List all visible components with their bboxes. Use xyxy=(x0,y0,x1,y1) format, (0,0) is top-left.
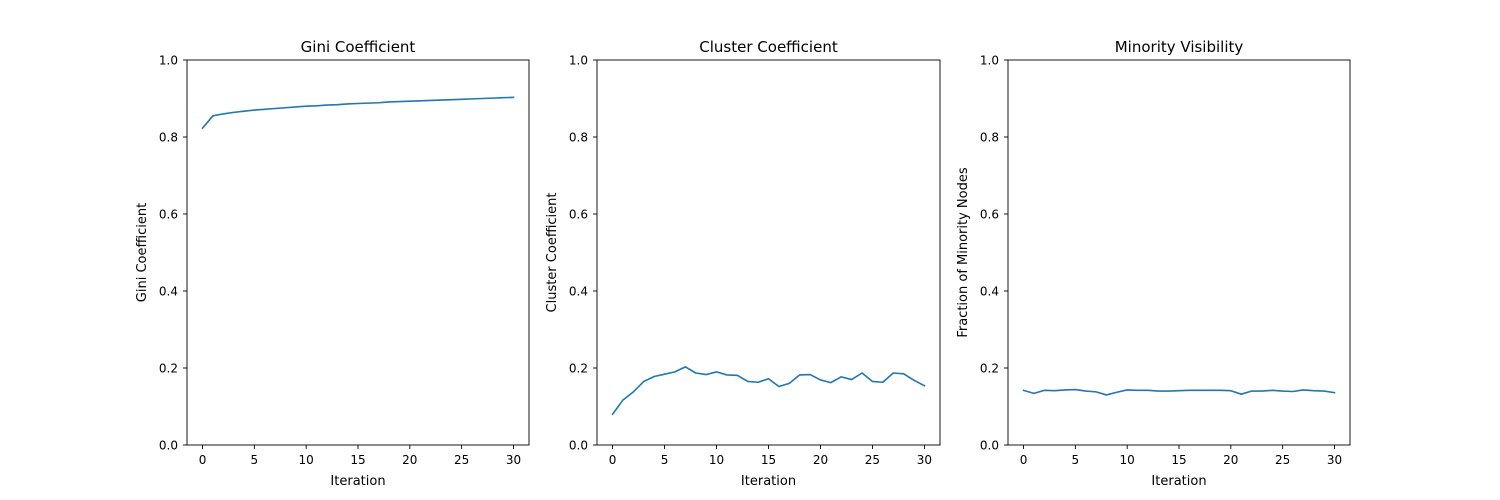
y-tick-label: 0.4 xyxy=(569,285,588,299)
axes-frame xyxy=(186,59,530,446)
axes-frame xyxy=(1007,59,1351,446)
y-tick-label: 0.8 xyxy=(980,131,999,145)
y-tick-label: 0.6 xyxy=(159,208,178,222)
y-axis-label: Cluster Coefficient xyxy=(545,193,560,313)
chart-panel-3: 0 5 10 15 20 25 30 0.0 0.2 0.4 0.6 0.8 1.0 Minority V… xyxy=(956,38,1351,489)
x-tick-label: 5 xyxy=(661,453,669,467)
x-tick-label: 0 xyxy=(1020,453,1028,467)
y-tick-label: 0.0 xyxy=(980,439,999,453)
x-tick-label: 0 xyxy=(609,453,617,467)
x-tick-label: 15 xyxy=(761,453,776,467)
x-tick-label: 0 xyxy=(199,453,207,467)
x-tick-label: 10 xyxy=(709,453,724,467)
y-tick-label: 0.6 xyxy=(569,208,588,222)
y-tick-label: 1.0 xyxy=(980,54,999,68)
x-tick-label: 10 xyxy=(1120,453,1135,467)
y-tick-label: 0.2 xyxy=(159,362,178,376)
x-tick-label: 15 xyxy=(350,453,365,467)
chart-panel-1: 0 5 10 15 20 25 30 0.0 0.2 0.4 0.6 0.8 1.0 Gini Coeff… xyxy=(135,38,530,489)
y-tick-label: 0.8 xyxy=(159,131,178,145)
series-line-1 xyxy=(201,96,515,130)
y-tick-label: 0.0 xyxy=(159,439,178,453)
x-tick-label: 20 xyxy=(1223,453,1238,467)
x-tick-label: 30 xyxy=(1327,453,1342,467)
x-axis-label: Iteration xyxy=(1151,474,1206,489)
chart-title: Cluster Coefficient xyxy=(699,38,838,56)
x-tick-label: 15 xyxy=(1171,453,1186,467)
axes-frame xyxy=(596,59,941,446)
x-tick-label: 30 xyxy=(506,453,521,467)
chart-title: Gini Coefficient xyxy=(301,38,416,56)
y-tick-label: 0.2 xyxy=(569,362,588,376)
series-line-1 xyxy=(1022,388,1336,396)
x-tick-label: 5 xyxy=(1072,453,1080,467)
chart-panel-2: 0 5 10 15 20 25 30 0.0 0.2 0.4 0.6 0.8 1.0 Cluster Co… xyxy=(545,38,941,489)
x-tick-label: 20 xyxy=(813,453,828,467)
y-tick-label: 0.0 xyxy=(569,439,588,453)
y-axis-label: Gini Coefficient xyxy=(135,203,150,302)
x-tick-label: 25 xyxy=(1275,453,1290,467)
y-axis-label: Fraction of Minority Nodes xyxy=(956,167,971,338)
y-tick-label: 1.0 xyxy=(569,54,588,68)
y-tick-label: 1.0 xyxy=(159,54,178,68)
x-tick-label: 10 xyxy=(299,453,314,467)
y-tick-label: 0.8 xyxy=(569,131,588,145)
x-axis-label: Iteration xyxy=(741,474,796,489)
x-tick-label: 25 xyxy=(865,453,880,467)
y-tick-label: 0.6 xyxy=(980,208,999,222)
y-tick-label: 0.2 xyxy=(980,362,999,376)
x-tick-label: 30 xyxy=(917,453,932,467)
x-tick-label: 5 xyxy=(251,453,259,467)
x-tick-label: 20 xyxy=(402,453,417,467)
y-tick-label: 0.4 xyxy=(980,285,999,299)
y-tick-label: 0.4 xyxy=(159,285,178,299)
x-axis-label: Iteration xyxy=(330,474,385,489)
chart-title: Minority Visibility xyxy=(1115,38,1244,56)
x-tick-label: 25 xyxy=(454,453,469,467)
series-line-1 xyxy=(611,366,926,416)
